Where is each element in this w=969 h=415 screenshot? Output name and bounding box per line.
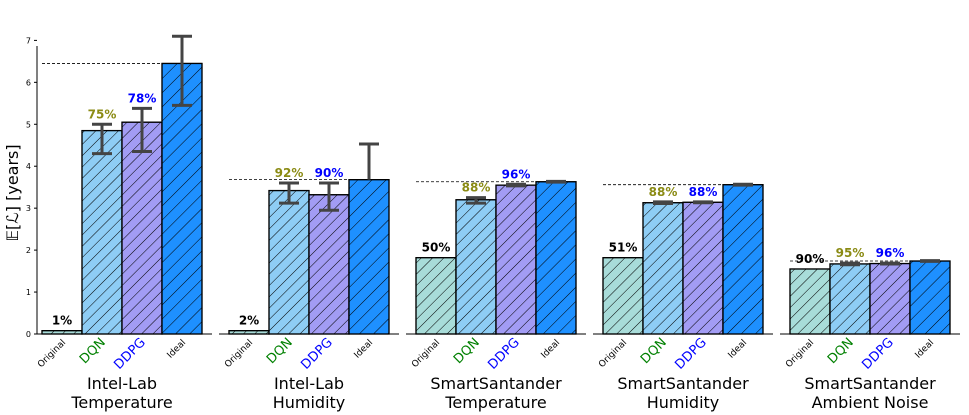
x-tick-label: DQN — [77, 335, 109, 367]
x-tick-label: Ideal — [540, 338, 563, 361]
panel-title: Humidity — [647, 393, 720, 412]
y-axis-label: 𝔼[ℒ] [years] — [3, 144, 22, 241]
bar-hatch — [535, 181, 577, 335]
bar-hatch — [121, 121, 163, 335]
x-tick-label: DQN — [451, 335, 483, 367]
bar-hatch — [495, 184, 537, 335]
percent-label: 92% — [275, 166, 304, 180]
panel: 2% 92% 90% Original DQN DDPG Ideal Intel-LabHum… — [219, 142, 399, 412]
x-tick-label: DDPG — [485, 335, 522, 372]
x-tick-label: Original — [597, 338, 629, 370]
x-tick-label: Original — [410, 338, 442, 370]
bar-hatch — [41, 330, 83, 335]
y-tick-label: 7 — [26, 36, 31, 45]
bar-hatch — [789, 268, 831, 335]
percent-label: 88% — [462, 181, 491, 195]
bar-hatch — [722, 184, 764, 335]
percent-label: 96% — [502, 167, 531, 181]
x-tick-label: Original — [36, 338, 68, 370]
bar-hatch — [81, 129, 123, 335]
percent-label: 51% — [609, 241, 638, 255]
percent-label: 90% — [315, 166, 344, 180]
x-tick-label: Original — [784, 338, 816, 370]
bar-hatch — [869, 262, 911, 335]
y-tick-label: 1 — [26, 288, 31, 297]
y-tick-label: 2 — [26, 246, 31, 255]
x-tick-label: Ideal — [166, 338, 189, 361]
panel-title: Ambient Noise — [812, 393, 929, 412]
percent-label: 96% — [876, 246, 905, 260]
x-tick-label: DDPG — [298, 335, 335, 372]
bar-hatch — [308, 194, 350, 335]
bar-hatch — [348, 179, 390, 335]
x-tick-label: Ideal — [914, 338, 937, 361]
percent-label: 75% — [88, 107, 117, 121]
percent-label: 88% — [689, 185, 718, 199]
panel-title: Temperature — [70, 393, 172, 412]
x-tick-label: DDPG — [111, 335, 148, 372]
x-tick-label: Ideal — [353, 338, 376, 361]
bar-hatch — [829, 263, 871, 335]
panel-title: SmartSantander — [804, 374, 936, 393]
panel-title: Humidity — [273, 393, 346, 412]
bar-hatch — [228, 330, 270, 335]
percent-label: 78% — [128, 91, 157, 105]
panels: 1%75%78%Original DQN DDPG IdealIntel-LabTem… — [36, 34, 960, 412]
x-tick-label: DQN — [825, 335, 857, 367]
y-tick-label: 5 — [26, 120, 31, 129]
percent-label: 95% — [836, 246, 865, 260]
y-tick-label: 0 — [26, 330, 31, 339]
bar-hatch — [642, 202, 684, 335]
panel: 1% 75% 78% Original DQN DDPG Ideal Intel-LabTem… — [36, 34, 212, 412]
percent-label: 90% — [796, 252, 825, 266]
bar-hatch — [415, 257, 457, 335]
y-tick-label: 6 — [26, 78, 31, 87]
x-tick-label: Ideal — [727, 338, 750, 361]
bar-hatch — [268, 189, 310, 335]
percent-label: 50% — [422, 241, 451, 255]
bar-hatch — [909, 260, 951, 335]
axes: 0 1 2 3 4 5 6 7 𝔼[ℒ] [years] — [3, 36, 38, 339]
panel-title: Temperature — [444, 393, 546, 412]
bar-hatch — [161, 62, 203, 335]
percent-label: 88% — [649, 185, 678, 199]
x-tick-label: DDPG — [672, 335, 709, 372]
x-tick-label: Original — [223, 338, 255, 370]
panel-title: SmartSantander — [430, 374, 562, 393]
bar-hatch — [455, 199, 497, 335]
y-tick-label: 4 — [26, 162, 31, 171]
bar-hatch — [602, 257, 644, 335]
panel: 90% 95% 96% Original DQN DDPG Ideal SmartSantan… — [780, 246, 960, 412]
panel-title: Intel-Lab — [274, 374, 344, 393]
y-tick-label: 3 — [26, 204, 31, 213]
percent-label: 2% — [239, 314, 259, 328]
panel: 50% 88% 96% Original DQN DDPG Ideal SmartSantan… — [406, 167, 586, 412]
x-tick-label: DQN — [264, 335, 296, 367]
x-tick-label: DQN — [638, 335, 670, 367]
percent-label: 1% — [52, 314, 72, 328]
panel-title: SmartSantander — [617, 374, 749, 393]
bar-hatch — [682, 201, 724, 335]
x-tick-label: DDPG — [859, 335, 896, 372]
panel: 51% 88% 88% Original DQN DDPG Ideal SmartSantan… — [593, 182, 773, 412]
panel-title: Intel-Lab — [87, 374, 157, 393]
